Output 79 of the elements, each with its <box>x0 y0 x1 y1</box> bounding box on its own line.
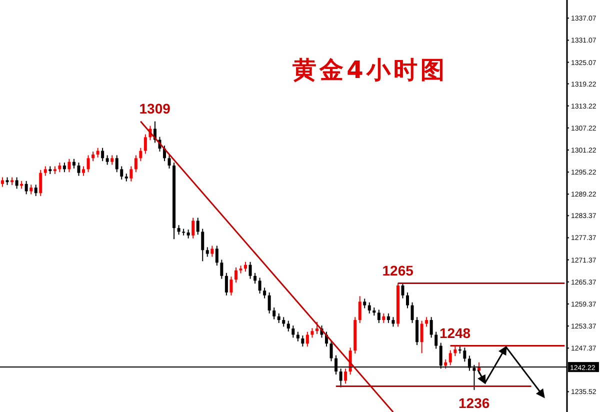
candlestick <box>177 224 180 236</box>
candlestick <box>310 328 314 338</box>
candlestick <box>434 331 438 350</box>
candlestick <box>144 134 147 154</box>
candlestick <box>1 176 4 188</box>
candlestick <box>210 245 214 258</box>
candlestick <box>139 147 142 162</box>
candlestick <box>282 316 286 328</box>
candlestick <box>248 261 252 280</box>
candlestick <box>215 245 218 266</box>
candlestick <box>401 282 404 299</box>
candlestick <box>306 331 309 348</box>
candlestick <box>15 176 18 190</box>
candlestick <box>444 358 448 370</box>
candlestick <box>416 316 419 346</box>
candlestick <box>24 180 28 195</box>
candlestick <box>230 276 233 296</box>
candlestick <box>34 184 38 197</box>
candlestick <box>72 158 76 169</box>
candlestick <box>430 316 433 338</box>
text: 黄金4小时图 <box>292 56 448 84</box>
candlestick <box>454 345 457 357</box>
candlestick <box>224 272 228 296</box>
candlestick <box>30 184 33 195</box>
candlestick <box>420 320 424 354</box>
annotation: 1236 <box>458 394 490 411</box>
candlestick <box>344 368 348 384</box>
candlestick <box>448 350 452 366</box>
candlestick <box>77 162 80 176</box>
candlestick <box>39 169 42 197</box>
candlestick <box>363 298 366 309</box>
annotation: 1248 <box>439 324 471 341</box>
candlestick <box>115 154 118 173</box>
annotation: 1265 <box>382 262 414 278</box>
candlestick <box>196 217 200 236</box>
candlestick <box>382 312 386 324</box>
candlestick <box>68 158 71 173</box>
candlestick <box>406 292 409 309</box>
candlestick <box>254 272 257 284</box>
candlestick <box>263 287 266 299</box>
candlestick <box>296 331 300 342</box>
candlestick <box>377 309 380 324</box>
candlestick <box>286 320 290 332</box>
candlestick <box>392 316 395 328</box>
candlestick <box>92 151 95 162</box>
candlestick <box>258 277 262 294</box>
candlestick <box>268 292 271 314</box>
candlestick <box>463 347 466 362</box>
candlestick <box>58 162 62 173</box>
candlestick <box>101 147 104 162</box>
candlestick <box>272 307 276 320</box>
candlestick <box>410 302 414 324</box>
candlestick <box>62 162 66 173</box>
candlestick <box>201 228 204 262</box>
candlestick <box>106 154 109 166</box>
candlestick <box>425 316 428 328</box>
candlestick <box>120 166 124 180</box>
candlestick <box>96 147 100 158</box>
candlestick <box>130 166 133 182</box>
candlestick <box>110 154 114 166</box>
candlestick <box>386 312 390 324</box>
candlestick <box>301 334 304 348</box>
candlestick <box>244 261 247 272</box>
candlestick <box>234 266 238 284</box>
candlestick <box>358 296 362 324</box>
annotation: 1309 <box>139 100 171 116</box>
candlestick <box>368 302 371 314</box>
candlestick <box>292 325 295 338</box>
candlestick <box>86 154 90 173</box>
candlestick <box>330 340 333 362</box>
candlestick <box>168 154 171 169</box>
candlestick <box>192 217 195 239</box>
candlestick <box>315 321 318 335</box>
candlestick <box>44 166 47 176</box>
candlestick <box>206 246 209 258</box>
candlestick <box>220 259 224 280</box>
candlestick <box>277 312 280 324</box>
candlestick <box>82 166 85 176</box>
candlestick <box>134 154 138 173</box>
